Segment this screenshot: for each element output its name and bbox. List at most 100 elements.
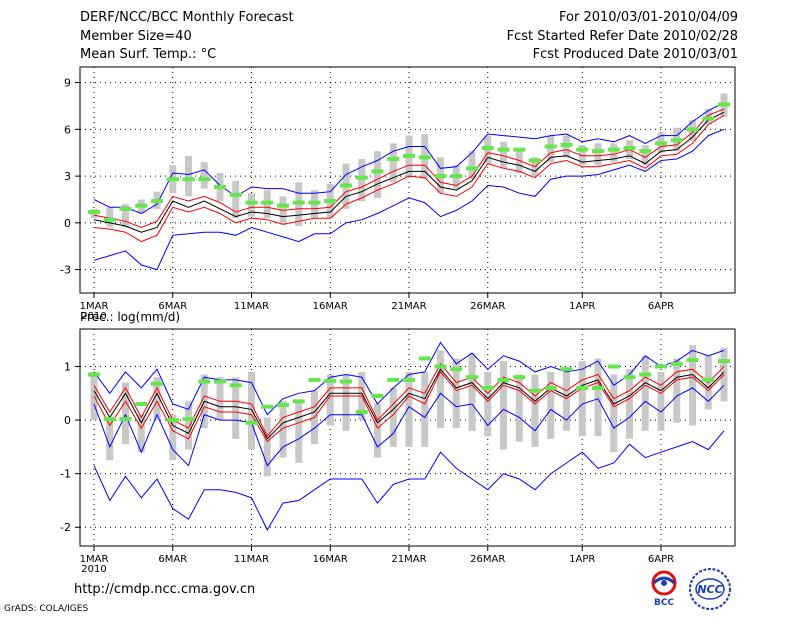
prec-box [295,401,303,463]
temp-median-marker [481,146,494,151]
prec-y-tick-label: 1 [64,361,71,374]
temp-series-max [93,102,725,215]
prec-median-marker [261,404,274,409]
prec-median-marker [655,364,667,369]
prec-median-marker [151,381,163,386]
prec-median-marker [245,420,258,425]
temp-median-marker [198,177,211,182]
temp-box [389,143,397,183]
prec-x-tick-label: 6MAR [158,554,187,565]
prec-box [232,377,240,439]
temp-box [358,158,366,202]
temp-y-tick-label: 6 [64,123,71,136]
temp-y-tick-label: -3 [60,264,71,277]
prec-median-marker [434,364,447,369]
temp-box [468,151,476,180]
refer-date: Fcst Started Refer Date 2010/02/28 [506,29,738,44]
prec-box [626,369,633,439]
prec-box [578,361,586,437]
source-url[interactable]: http://cmdp.ncc.cma.gov.cn [74,582,256,597]
prec-median-marker [166,418,179,423]
prec-median-marker [466,375,478,380]
temp-series-min [93,128,725,271]
temp-x-tick-label: 26MAR [470,301,505,312]
prec-median-marker [718,359,730,364]
temp-box [578,144,586,166]
temp-median-marker [670,138,683,143]
variable-label: Mean Surf. Temp.: °C [80,47,217,62]
temp-median-marker [135,203,148,208]
prec-box [169,414,177,461]
prec-median-marker [529,388,541,393]
temp-median-marker [418,155,431,160]
prec-series-max [93,341,725,416]
prec-series-upper [93,362,725,438]
temp-x-tick-label: 1APR [569,301,595,312]
prec-median-marker [576,385,589,390]
prec-median-marker [324,378,337,383]
temp-median-marker [387,156,400,161]
prec-box [279,401,287,458]
prec-box [594,358,602,437]
member-size: Member Size=40 [80,29,192,44]
temp-median-marker [119,206,132,211]
prec-median-marker [403,377,415,382]
temp-median-marker [497,147,510,152]
prec-box [185,401,192,450]
temp-median-marker [718,102,730,107]
prec-series-lower [93,370,725,443]
prec-box [389,387,397,447]
temp-median-marker [686,127,699,132]
temp-median-marker [702,116,715,121]
temp-series-lower [93,114,725,243]
temp-box [122,204,129,228]
prec-median-marker [686,358,699,363]
prec-x-tick-label: 11MAR [234,554,269,565]
temp-median-marker [607,147,620,152]
prec-box [342,374,350,431]
temp-median-marker [592,149,604,154]
prec-median-marker [513,375,526,380]
temp-box [547,135,555,163]
temp-box [374,151,381,198]
bcc-logo: BCC [651,570,677,608]
prec-box [374,404,381,458]
temp-box [641,144,649,166]
produced-date: Fcst Produced Date 2010/03/01 [532,47,738,62]
prec-median-marker [229,383,242,388]
bcc-logo-label: BCC [654,598,674,608]
prec-y-tick-label: 0 [64,414,71,427]
temp-median-marker [403,153,415,158]
temp-box [515,151,523,173]
prec-box [137,414,145,453]
temp-median-marker [466,166,478,171]
prec-box [437,350,444,429]
prec-box [263,417,271,477]
temp-median-marker [324,199,337,204]
temp-median-marker [214,185,226,190]
temp-x-tick-label: 16MAR [313,301,348,312]
temp-median-marker [229,192,242,197]
prec-series-mean [93,368,725,440]
prec-median-marker [355,410,368,415]
prec-box [452,358,460,429]
prec-box [689,345,696,426]
temp-median-marker [182,177,195,182]
temp-median-marker [450,174,463,179]
chart-title: DERF/NCC/BCC Monthly Forecast [80,10,294,25]
temp-median-marker [513,147,526,152]
prec-box [484,371,492,437]
prec-median-marker [119,417,132,422]
prec-median-marker [497,377,510,382]
temp-median-marker [245,200,258,205]
temp-box [106,207,114,228]
prec-box [248,371,255,450]
prec-median-marker [592,385,604,390]
prec-median-marker [702,377,715,382]
prec-median-marker [198,379,211,384]
temp-y-tick-label: 3 [64,170,71,183]
temp-median-marker [544,144,557,149]
forecast-period: For 2010/03/01-2010/04/09 [559,10,738,25]
prec-x-year-label: 2010 [81,564,106,575]
